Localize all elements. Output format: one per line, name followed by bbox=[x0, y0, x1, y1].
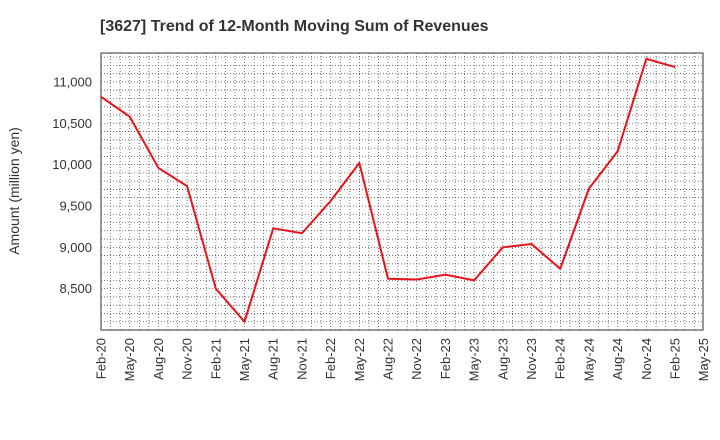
y-axis-label: Amount (million yen) bbox=[6, 127, 22, 255]
x-tick-label: Nov-21 bbox=[294, 338, 309, 380]
y-tick-label: 10,000 bbox=[52, 157, 92, 172]
y-tick-label: 9,500 bbox=[59, 198, 92, 213]
x-tick-label: May-24 bbox=[581, 338, 596, 381]
x-tick-label: Nov-20 bbox=[180, 338, 195, 380]
revenue-series-line bbox=[100, 57, 676, 323]
x-tick-label: Nov-23 bbox=[524, 338, 539, 380]
grid bbox=[101, 53, 703, 330]
x-tick-label: May-22 bbox=[352, 338, 367, 381]
x-tick-label: Aug-21 bbox=[266, 338, 281, 380]
x-tick-label: May-21 bbox=[237, 338, 252, 381]
series-layer bbox=[100, 57, 676, 323]
x-tick-label: Feb-25 bbox=[668, 338, 683, 379]
x-tick-label: Feb-22 bbox=[323, 338, 338, 379]
x-tick-label: Feb-23 bbox=[438, 338, 453, 379]
chart-title: [3627] Trend of 12-Month Moving Sum of R… bbox=[100, 18, 489, 35]
x-tick-label: May-23 bbox=[467, 338, 482, 381]
axis-ticks: 8,500 9,000 9,500 10,000 10,500 11,000 Feb-20 M… bbox=[52, 74, 711, 381]
x-tick-label: Aug-20 bbox=[151, 338, 166, 380]
x-tick-label: Aug-22 bbox=[381, 338, 396, 380]
x-tick-label: Aug-23 bbox=[495, 338, 510, 380]
x-tick-label: May-25 bbox=[696, 338, 711, 381]
y-tick-label: 10,500 bbox=[52, 116, 92, 131]
x-tick-label: Feb-21 bbox=[208, 338, 223, 379]
x-tick-label: Feb-20 bbox=[94, 338, 109, 379]
y-tick-label: 9,000 bbox=[59, 240, 92, 255]
y-tick-label: 11,000 bbox=[53, 74, 92, 89]
x-tick-label: Nov-22 bbox=[409, 338, 424, 380]
x-tick-label: Nov-24 bbox=[639, 338, 654, 380]
plot-area bbox=[100, 52, 704, 331]
x-tick-label: Feb-24 bbox=[553, 338, 568, 379]
x-tick-label: May-20 bbox=[122, 338, 137, 381]
x-tick-label: Aug-24 bbox=[610, 338, 625, 380]
y-tick-label: 8,500 bbox=[59, 281, 92, 296]
